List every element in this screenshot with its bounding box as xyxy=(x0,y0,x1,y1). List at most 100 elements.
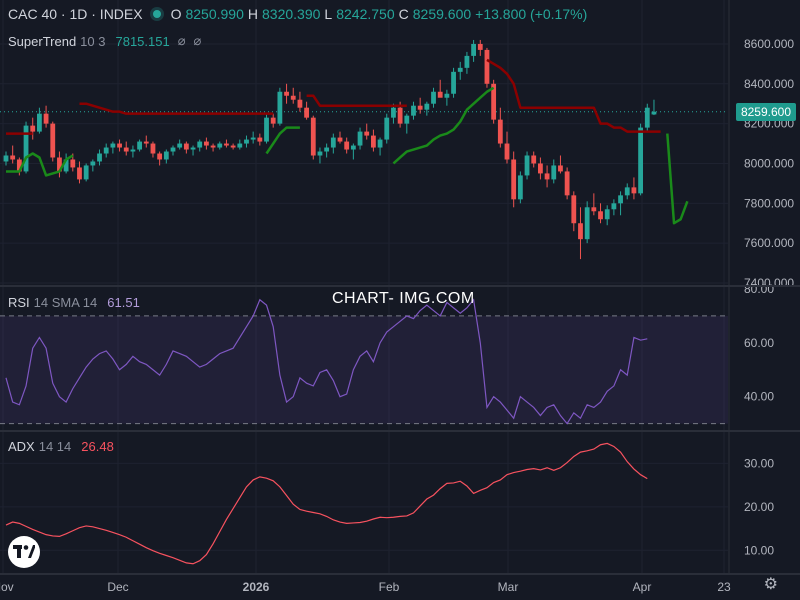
x-tick-label: Dec xyxy=(107,580,128,594)
candle-body xyxy=(364,131,370,136)
candle-body xyxy=(611,203,617,210)
candle-body xyxy=(644,107,650,128)
candle-body xyxy=(57,157,62,172)
candle-body xyxy=(250,137,256,140)
rsi-band-fill xyxy=(0,315,728,424)
candle-body xyxy=(177,143,183,148)
supertrend-up-segment xyxy=(265,126,300,155)
candle-body xyxy=(143,141,149,144)
candle-body xyxy=(491,83,497,120)
adx-params: 14 14 xyxy=(38,439,72,454)
price-tick-label: 8400.000 xyxy=(744,77,794,91)
candle-body xyxy=(511,159,517,200)
supertrend-value: 7815.151 xyxy=(115,33,170,49)
candle-body xyxy=(16,159,22,172)
supertrend-down-segment xyxy=(79,102,274,115)
candle-body xyxy=(437,91,443,98)
candle-body xyxy=(604,209,610,220)
adx-value: 26.48 xyxy=(81,439,114,454)
candle-body xyxy=(324,147,330,152)
candle-body xyxy=(83,165,89,180)
symbol-header[interactable]: CAC 40 · 1D · INDEX O 8250.990 H 8320.390 … xyxy=(8,6,587,22)
rsi-tick-label: 80.00 xyxy=(744,282,774,296)
adx-line xyxy=(5,442,648,565)
candle-body xyxy=(183,143,189,150)
current-price-tag: 8259.600 xyxy=(735,102,796,121)
candle-body xyxy=(237,143,243,148)
candle-body xyxy=(444,93,450,98)
candle-body xyxy=(230,145,236,148)
change-value: +13.800 (+0.17%) xyxy=(475,6,588,22)
rsi-value: 61.51 xyxy=(107,295,140,310)
supertrend-null-icon-2: ⌀ xyxy=(193,33,202,48)
candle-body xyxy=(344,141,350,150)
candle-body xyxy=(504,143,510,160)
candle-body xyxy=(558,165,563,172)
x-tick-label: 23 xyxy=(717,580,731,594)
candle-body xyxy=(404,115,410,124)
rsi-tick-label: 60.00 xyxy=(744,336,774,350)
rsi-line xyxy=(5,298,648,425)
candle-body xyxy=(217,143,223,148)
candle-body xyxy=(571,195,577,224)
x-tick-label: Feb xyxy=(379,580,400,594)
close-value: 8259.600 xyxy=(412,6,472,22)
supertrend-up-segment xyxy=(6,152,74,177)
candle-body xyxy=(103,147,109,154)
candle-body xyxy=(357,131,363,146)
supertrend-legend[interactable]: SuperTrend 10 3 7815.151 ⌀ ⌀ xyxy=(8,33,201,49)
x-tick-label: 2026 xyxy=(243,580,270,594)
tradingview-logo[interactable] xyxy=(8,536,40,568)
rsi-legend[interactable]: RSI 14 SMA 14 61.51 xyxy=(8,295,140,310)
high-value: 8320.390 xyxy=(262,6,321,22)
candle-body xyxy=(77,167,82,180)
candle-body xyxy=(37,113,42,132)
candle-body xyxy=(277,91,283,124)
supertrend-name: SuperTrend xyxy=(8,33,77,49)
open-value: 8250.990 xyxy=(185,6,244,22)
candle-body xyxy=(591,207,597,212)
candle-body xyxy=(224,143,229,146)
x-tick-label: Mar xyxy=(498,580,519,594)
supertrend-line xyxy=(6,58,689,225)
candle-body xyxy=(43,113,49,124)
supertrend-params: 10 3 xyxy=(80,33,106,49)
candle-body xyxy=(50,123,56,158)
supertrend-up-segment xyxy=(666,133,689,225)
candle-body xyxy=(638,127,643,194)
symbol-title: CAC 40 · 1D · INDEX xyxy=(8,6,143,22)
candle-body xyxy=(531,155,537,164)
supertrend-down-segment xyxy=(306,94,407,107)
candle-body xyxy=(264,117,269,142)
x-tick-label: Nov xyxy=(0,580,14,594)
candle-body xyxy=(190,147,196,150)
candle-body xyxy=(484,49,490,84)
candle-body xyxy=(317,151,323,156)
adx-legend[interactable]: ADX 14 14 26.48 xyxy=(8,439,114,454)
adx-name: ADX xyxy=(8,439,35,454)
candle-body xyxy=(297,99,303,108)
candle-body xyxy=(10,155,16,160)
adx-series-line xyxy=(5,442,648,565)
candle-body xyxy=(284,91,289,96)
candle-body xyxy=(377,139,383,148)
open-label: O xyxy=(170,6,182,22)
candle-body xyxy=(538,163,543,174)
candle-body xyxy=(337,137,343,142)
candle-body xyxy=(110,143,116,148)
candle-body xyxy=(130,149,136,152)
rsi-name: RSI xyxy=(8,295,30,310)
candle-body xyxy=(578,223,583,240)
settings-gear-icon[interactable]: ⚙ xyxy=(763,576,778,593)
candle-body xyxy=(524,155,530,176)
candle-body xyxy=(411,105,416,116)
price-tick-label: 8600.000 xyxy=(744,37,794,51)
x-tick-label: Apr xyxy=(633,580,652,594)
rsi-band xyxy=(0,315,728,425)
low-value: 8242.750 xyxy=(336,6,395,22)
candle-body xyxy=(244,139,249,144)
candle-body xyxy=(97,153,102,162)
price-tick-label: 7600.000 xyxy=(744,236,794,250)
candle-body xyxy=(397,107,403,124)
candle-body xyxy=(150,143,156,154)
